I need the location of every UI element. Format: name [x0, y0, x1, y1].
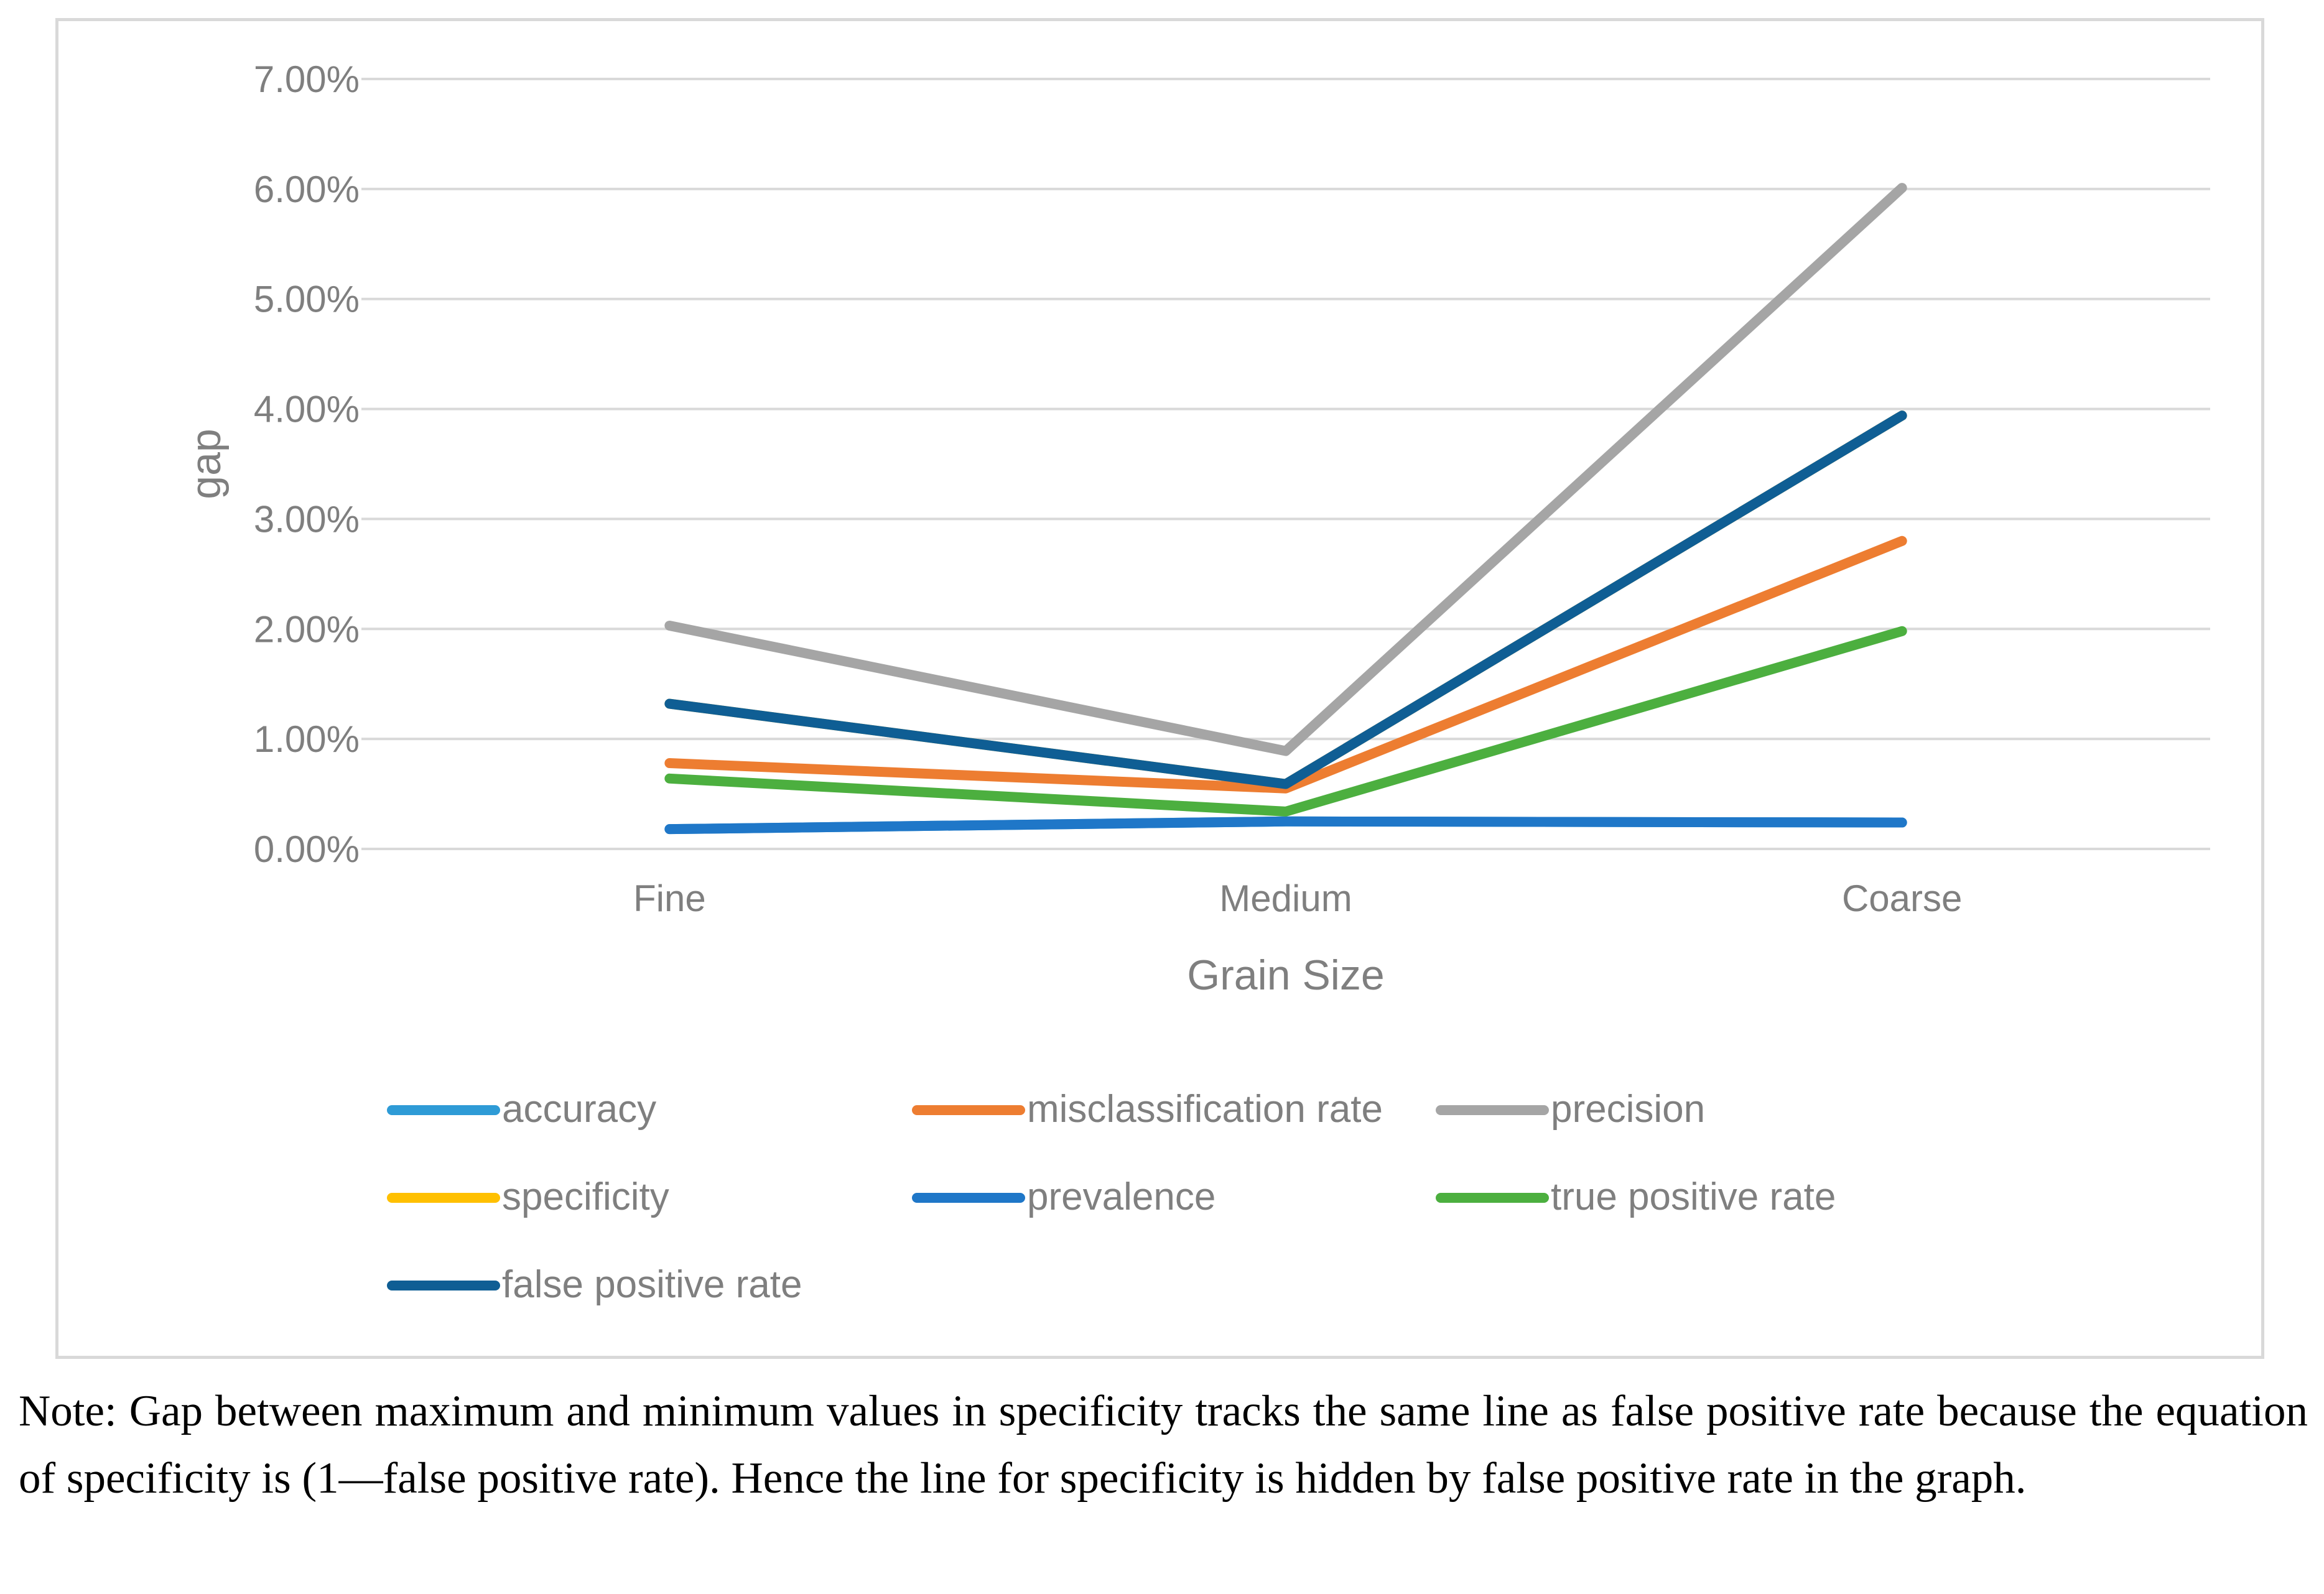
line-chart: 0.00% 1.00% 2.00% 3.00% 4.00% 5.00% 6.00% 7.00%…	[182, 58, 2210, 1306]
y-tick-label: 2.00%	[254, 608, 360, 650]
legend-item: specificity	[387, 1175, 669, 1218]
chart-frame: 0.00% 1.00% 2.00% 3.00% 4.00% 5.00% 6.00% 7.00%…	[55, 18, 2264, 1359]
y-tick-label: 6.00%	[254, 169, 360, 210]
legend-item: misclassification rate	[912, 1088, 1383, 1131]
legend-label: accuracy	[502, 1088, 656, 1131]
figure-note: Note: Gap between maximum and minimum va…	[19, 1387, 2308, 1503]
legend-label: precision	[1551, 1088, 1705, 1131]
y-tick-labels: 0.00% 1.00% 2.00% 3.00% 4.00% 5.00% 6.00% 7.00%	[254, 58, 360, 870]
legend: accuracy misclassification rate precision s…	[387, 1088, 1836, 1306]
series-line-precision	[664, 183, 1907, 756]
legend-label: specificity	[502, 1175, 669, 1218]
x-tick-labels: Fine Medium Coarse	[633, 878, 1962, 919]
legend-item: precision	[1436, 1088, 1705, 1131]
x-tick-label: Coarse	[1842, 878, 1962, 919]
y-tick-label: 5.00%	[254, 279, 360, 320]
x-tick-label: Fine	[633, 878, 706, 919]
legend-label: misclassification rate	[1027, 1088, 1383, 1131]
gridlines	[361, 78, 2210, 850]
legend-label: prevalence	[1027, 1175, 1215, 1218]
y-tick-label: 1.00%	[254, 718, 360, 760]
y-axis-title: gap	[182, 429, 230, 499]
x-tick-label: Medium	[1219, 878, 1352, 919]
series-lines	[664, 183, 1907, 835]
y-tick-label: 3.00%	[254, 498, 360, 540]
legend-label: true positive rate	[1551, 1175, 1836, 1218]
y-tick-label: 7.00%	[254, 58, 360, 100]
legend-label: false positive rate	[502, 1263, 802, 1306]
series-line-prevalence	[664, 816, 1907, 835]
legend-item: true positive rate	[1436, 1175, 1836, 1218]
series-line-false-positive-rate	[664, 410, 1907, 789]
y-tick-label: 4.00%	[254, 389, 360, 430]
y-tick-label: 0.00%	[254, 828, 360, 870]
x-axis-title: Grain Size	[1187, 952, 1384, 999]
series-line-true-positive-rate	[664, 626, 1907, 817]
legend-item: false positive rate	[387, 1263, 802, 1306]
legend-item: prevalence	[912, 1175, 1215, 1218]
legend-item: accuracy	[387, 1088, 656, 1131]
